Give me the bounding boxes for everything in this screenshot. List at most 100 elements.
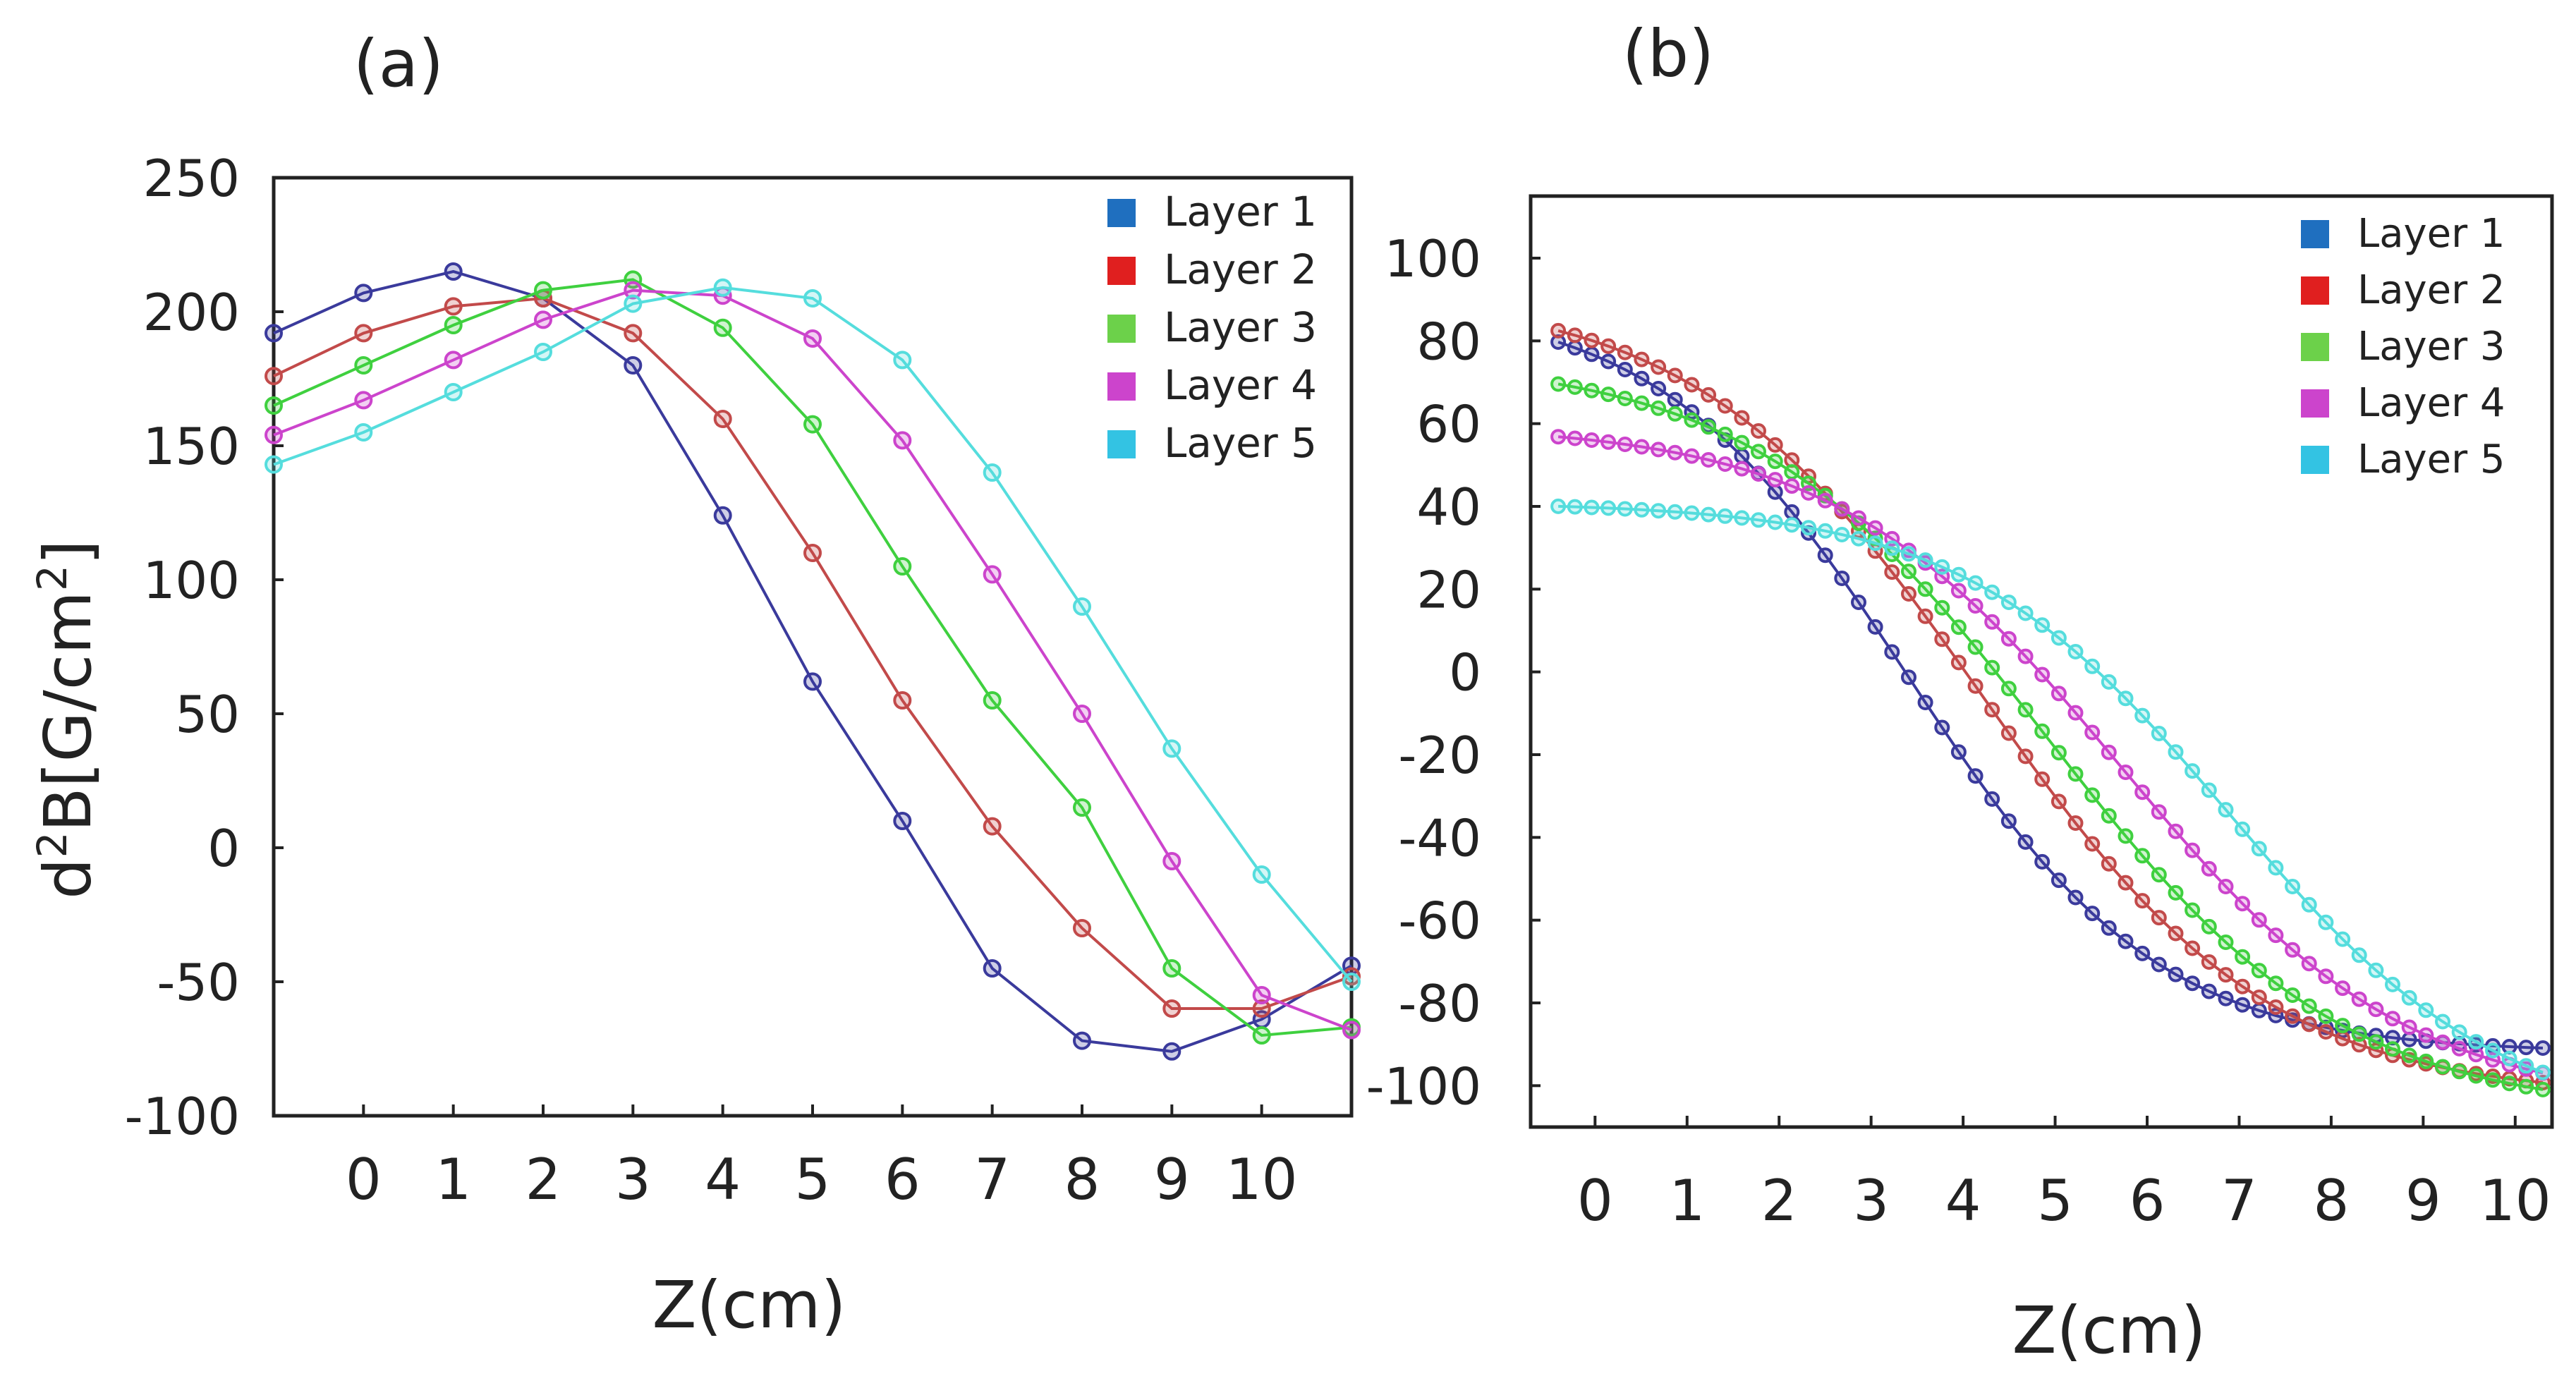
data-point-b-layer-2 <box>1684 377 1700 393</box>
data-point-b-layer-2 <box>2067 815 2084 831</box>
data-point-a-layer-3 <box>983 691 1002 710</box>
data-point-b-layer-3 <box>2168 884 2184 901</box>
data-point-b-layer-5 <box>1550 498 1567 514</box>
y-tick-label-b: -20 <box>1398 726 1481 785</box>
data-point-b-layer-2 <box>2201 954 2217 970</box>
data-point-b-layer-4 <box>2218 879 2234 894</box>
data-point-b-layer-2 <box>1617 344 1633 360</box>
data-point-b-layer-4 <box>2401 1019 2417 1035</box>
data-point-b-layer-1 <box>1950 744 1967 760</box>
data-point-b-layer-1 <box>1867 619 1883 635</box>
data-point-b-layer-5 <box>1751 512 1766 528</box>
x-tick-label-a: 7 <box>974 1147 1010 1212</box>
data-point-a-layer-3 <box>444 316 463 334</box>
data-point-b-layer-5 <box>2451 1024 2467 1040</box>
data-point-b-layer-5 <box>1834 527 1850 542</box>
data-point-b-layer-3 <box>2518 1078 2534 1095</box>
data-point-b-layer-1 <box>2535 1040 2551 1056</box>
y-tick-label-b: 0 <box>1449 643 1481 702</box>
legend-label-b-layer-5: Layer 5 <box>2357 437 2505 482</box>
data-point-b-layer-3 <box>2034 723 2051 739</box>
data-point-b-layer-5 <box>1884 540 1900 556</box>
legend-label-a-layer-4: Layer 4 <box>1164 361 1317 409</box>
data-point-a-layer-2 <box>1073 919 1091 937</box>
data-point-b-layer-3 <box>2318 1008 2334 1024</box>
data-point-b-layer-5 <box>2185 763 2201 779</box>
data-point-b-layer-4 <box>1717 456 1733 472</box>
panel-a-label: (a) <box>353 26 444 102</box>
data-point-b-layer-5 <box>2385 976 2400 992</box>
data-point-b-layer-2 <box>2268 999 2284 1015</box>
data-point-a-layer-2 <box>1252 999 1271 1018</box>
series-line-a-layer-5 <box>273 286 1353 983</box>
legend-swatch-a-layer-1 <box>1107 199 1136 227</box>
data-point-a-layer-2 <box>713 410 732 428</box>
data-point-b-layer-3 <box>1967 639 1983 655</box>
series-line-a-layer-2 <box>273 296 1352 1010</box>
data-point-b-layer-4 <box>1784 478 1800 494</box>
legend-swatch-a-layer-5 <box>1107 430 1136 458</box>
y-tick-label-a: 0 <box>207 819 240 878</box>
data-point-b-layer-5 <box>2335 931 2351 947</box>
data-point-b-layer-2 <box>2285 1008 2301 1024</box>
data-point-b-layer-2 <box>1917 608 1933 624</box>
data-point-b-layer-5 <box>1767 514 1783 530</box>
data-point-b-layer-5 <box>1734 510 1750 526</box>
data-point-b-layer-1 <box>2251 1002 2267 1018</box>
data-point-b-layer-3 <box>2000 681 2017 697</box>
data-point-b-layer-3 <box>2485 1072 2501 1088</box>
data-point-b-layer-5 <box>2501 1050 2517 1066</box>
data-point-b-layer-3 <box>1684 412 1700 428</box>
data-point-b-layer-4 <box>2134 784 2151 800</box>
data-point-b-layer-2 <box>1901 586 1916 602</box>
data-point-b-layer-4 <box>2118 765 2134 780</box>
data-point-b-layer-3 <box>1917 581 1933 597</box>
data-point-b-layer-5 <box>2101 674 2117 690</box>
data-point-b-layer-3 <box>1751 444 1766 460</box>
data-point-b-layer-3 <box>1950 619 1967 635</box>
data-point-b-layer-5 <box>1917 552 1933 568</box>
data-point-b-layer-2 <box>2101 856 2117 872</box>
data-point-b-layer-5 <box>1701 506 1717 523</box>
data-point-b-layer-2 <box>2034 771 2051 787</box>
data-point-a-layer-3 <box>803 415 822 434</box>
data-point-b-layer-2 <box>1984 702 2000 718</box>
y-tick-label-b: 60 <box>1416 395 1481 454</box>
data-point-b-layer-1 <box>2134 945 2151 961</box>
data-point-b-layer-1 <box>1584 346 1600 363</box>
data-point-b-layer-3 <box>2418 1053 2434 1069</box>
y-tick-label-a: 250 <box>143 149 240 208</box>
data-point-b-layer-2 <box>2335 1030 2351 1047</box>
data-point-b-layer-5 <box>2201 782 2217 798</box>
data-point-b-layer-1 <box>2118 933 2134 949</box>
data-point-b-layer-3 <box>1901 564 1916 580</box>
data-point-b-layer-2 <box>1567 327 1583 343</box>
data-point-b-layer-4 <box>1834 501 1850 517</box>
data-point-b-layer-1 <box>1934 719 1950 736</box>
data-point-b-layer-5 <box>2418 1002 2434 1018</box>
data-point-a-layer-1 <box>354 284 373 303</box>
data-point-b-layer-3 <box>1651 400 1667 416</box>
data-point-b-layer-2 <box>2185 940 2201 956</box>
data-point-b-layer-1 <box>1600 353 1617 370</box>
data-point-b-layer-3 <box>2067 766 2084 782</box>
data-point-a-layer-5 <box>1073 597 1091 616</box>
data-point-b-layer-1 <box>1651 381 1667 396</box>
data-point-b-layer-4 <box>2185 842 2201 858</box>
data-point-b-layer-5 <box>2134 707 2151 724</box>
legend-swatch-b-layer-3 <box>2301 333 2329 361</box>
data-point-a-layer-1 <box>265 324 283 343</box>
legend-label-a-layer-3: Layer 3 <box>1164 303 1317 351</box>
data-point-b-layer-1 <box>2017 834 2034 850</box>
data-point-a-layer-2 <box>354 324 373 343</box>
data-point-b-layer-3 <box>2185 902 2201 918</box>
data-point-b-layer-1 <box>1884 644 1900 660</box>
data-point-b-layer-3 <box>1717 426 1733 442</box>
x-tick-label-b: 9 <box>2405 1168 2441 1234</box>
data-point-b-layer-5 <box>2368 962 2384 978</box>
data-point-a-layer-1 <box>893 812 912 830</box>
x-tick-label-a: 0 <box>346 1147 382 1212</box>
data-point-b-layer-3 <box>1934 599 1950 616</box>
data-point-b-layer-2 <box>1884 564 1900 580</box>
data-point-b-layer-3 <box>1634 395 1650 411</box>
